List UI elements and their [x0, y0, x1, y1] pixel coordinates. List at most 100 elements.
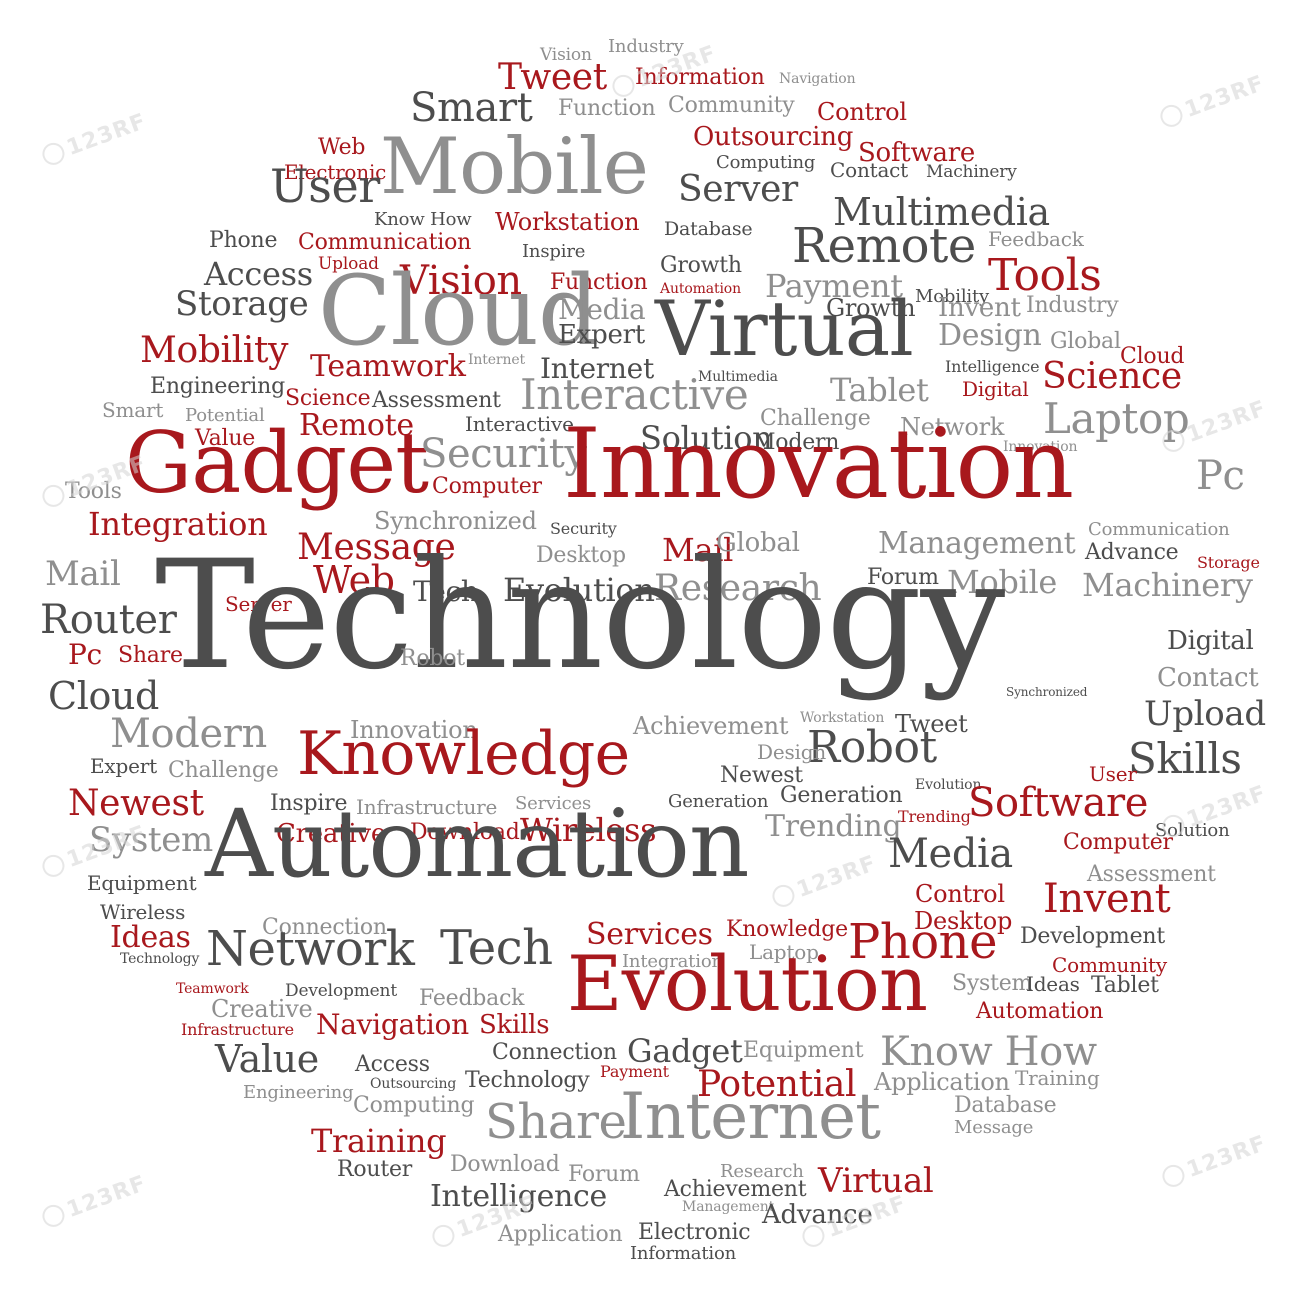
word-know-how: Know How — [374, 209, 472, 230]
word-teamwork: Teamwork — [310, 349, 466, 384]
word-newest: Newest — [720, 763, 803, 788]
word-interactive: Interactive — [520, 370, 749, 419]
word-assessment: Assessment — [1087, 862, 1216, 887]
word-trending: Trending — [898, 807, 971, 826]
word-message: Message — [297, 527, 456, 568]
word-communication: Communication — [298, 230, 472, 255]
word-network: Network — [900, 413, 1005, 441]
word-advance: Advance — [762, 1200, 873, 1230]
word-cloud: Cloud — [1120, 344, 1185, 369]
word-web: Web — [313, 558, 395, 602]
word-creative: Creative — [211, 995, 313, 1023]
word-training: Training — [1015, 1066, 1100, 1090]
word-skills: Skills — [1128, 734, 1242, 783]
word-mobility: Mobility — [140, 330, 289, 371]
word-laptop: Laptop — [1043, 394, 1190, 443]
word-digital: Digital — [1167, 626, 1254, 656]
word-tweet: Tweet — [498, 57, 607, 98]
watermark-logo: 123RF — [39, 109, 150, 169]
word-technology: Technology — [465, 1068, 590, 1093]
word-infrastructure: Infrastructure — [356, 795, 498, 819]
word-global: Global — [716, 528, 800, 558]
word-infrastructure: Infrastructure — [181, 1020, 294, 1039]
word-gadget: Gadget — [125, 414, 429, 512]
word-tech: Tech — [413, 575, 479, 608]
word-database: Database — [664, 218, 753, 240]
watermark-seal-icon — [39, 139, 68, 168]
word-solution: Solution — [640, 419, 773, 457]
word-forum: Forum — [568, 1162, 640, 1187]
word-modern: Modern — [110, 711, 267, 757]
watermark-seal-icon — [39, 1201, 68, 1230]
word-research: Research — [720, 1161, 804, 1182]
word-computer: Computer — [432, 474, 542, 499]
watermark-seal-icon — [1159, 1161, 1188, 1190]
word-mobility: Mobility — [915, 286, 990, 307]
word-control: Control — [817, 98, 907, 126]
word-cloud: Cloud — [318, 255, 599, 367]
word-phone: Phone — [848, 914, 998, 970]
word-workstation: Workstation — [800, 710, 885, 726]
word-pc: Pc — [1196, 453, 1245, 499]
word-machinery: Machinery — [1082, 566, 1253, 604]
word-synchronized: Synchronized — [1006, 685, 1088, 699]
word-payment: Payment — [765, 267, 903, 305]
word-tweet: Tweet — [895, 710, 968, 738]
word-gadget: Gadget — [627, 1032, 743, 1070]
word-knowledge: Knowledge — [726, 917, 848, 942]
word-machinery: Machinery — [926, 162, 1017, 182]
word-generation: Generation — [780, 783, 903, 808]
word-electronic: Electronic — [284, 160, 387, 184]
word-multimedia: Multimedia — [833, 190, 1050, 234]
word-payment: Payment — [600, 1062, 669, 1081]
watermark-seal-icon — [39, 481, 68, 510]
word-database: Database — [954, 1093, 1057, 1118]
word-advance: Advance — [1085, 540, 1179, 565]
word-know-how: Know How — [880, 1029, 1097, 1075]
word-trending: Trending — [765, 809, 902, 844]
word-digital: Digital — [962, 377, 1029, 401]
word-internet: Internet — [540, 352, 654, 385]
word-mail: Mail — [662, 531, 734, 569]
word-function: Function — [558, 96, 656, 121]
word-desktop: Desktop — [914, 907, 1013, 935]
watermark-seal-icon — [429, 1221, 458, 1250]
word-virtual: Virtual — [818, 1161, 934, 1201]
word-challenge: Challenge — [760, 406, 871, 431]
word-robot: Robot — [807, 722, 937, 773]
word-teamwork: Teamwork — [176, 981, 249, 997]
word-storage: Storage — [175, 284, 309, 324]
word-smart: Smart — [410, 85, 533, 131]
watermark-logo: 123RF — [39, 1171, 150, 1231]
word-multimedia: Multimedia — [698, 369, 778, 385]
word-connection: Connection — [262, 915, 387, 940]
word-value: Value — [215, 1037, 319, 1081]
word-technology: Technology — [155, 529, 1005, 703]
word-training: Training — [311, 1122, 447, 1160]
word-security: Security — [420, 431, 587, 477]
word-potential: Potential — [697, 1064, 857, 1105]
watermark-logo: 123RF — [1157, 71, 1268, 131]
word-network: Network — [206, 921, 415, 977]
word-tools: Tools — [988, 250, 1102, 301]
word-achievement: Achievement — [664, 1177, 807, 1202]
word-router: Router — [337, 1157, 413, 1182]
word-control: Control — [915, 880, 1005, 908]
word-technology: Technology — [120, 951, 200, 967]
word-user: User — [1089, 762, 1137, 786]
word-evolution: Evolution — [567, 939, 928, 1028]
watermark-text: 123RF — [793, 851, 880, 903]
word-computer: Computer — [1063, 830, 1173, 855]
watermark-text: 123RF — [1183, 1131, 1270, 1183]
word-security: Security — [550, 519, 617, 538]
word-equipment: Equipment — [87, 871, 197, 895]
word-outsourcing: Outsourcing — [693, 122, 854, 152]
word-smart: Smart — [102, 398, 164, 422]
word-upload: Upload — [318, 254, 379, 274]
word-services: Services — [586, 917, 713, 952]
word-ideas: Ideas — [110, 920, 191, 955]
word-phone: Phone — [209, 228, 278, 253]
word-web: Web — [318, 135, 366, 160]
word-industry: Industry — [608, 36, 684, 57]
watermark-seal-icon — [1157, 101, 1186, 130]
